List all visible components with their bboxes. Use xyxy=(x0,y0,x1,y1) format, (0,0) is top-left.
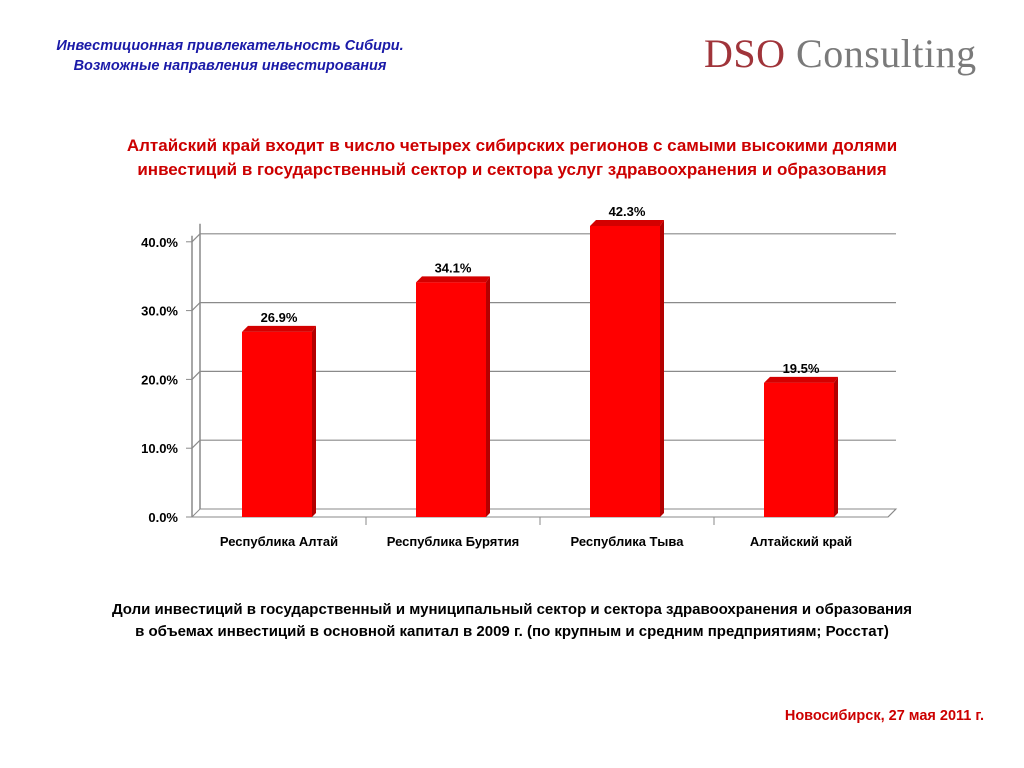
bar-data-label: 34.1% xyxy=(435,260,472,275)
bar xyxy=(416,276,490,517)
bar-side xyxy=(660,219,664,517)
bar-side xyxy=(834,376,838,517)
slide-headline: Алтайский край входит в число четырех си… xyxy=(40,134,984,182)
investment-share-bar-chart: 0.0% 10.0% 20.0% 30.0% 40.0% Республика Алтай… xyxy=(141,204,898,549)
x-category-label: Республика Алтай xyxy=(220,534,338,549)
y-tick-label: 0.0% xyxy=(148,510,178,525)
floor-right-edge xyxy=(887,508,897,518)
chart-bars xyxy=(242,219,838,517)
header-title-line1: Инвестиционная привлекательность Сибири. xyxy=(56,38,404,54)
chart-labels: 0.0% 10.0% 20.0% 30.0% 40.0% Республика Алтай… xyxy=(141,204,852,549)
headline-line2: инвестиций в государственный сектор и се… xyxy=(137,160,887,179)
bar-data-label: 19.5% xyxy=(783,361,820,376)
chart-caption: Доли инвестиций в государственный и муни… xyxy=(40,599,984,643)
y-tick-label: 10.0% xyxy=(141,441,178,456)
bar-top xyxy=(764,376,838,383)
bar-top xyxy=(416,276,490,283)
bar xyxy=(242,325,316,517)
logo-dso-text: DSO xyxy=(704,31,786,76)
bar-side xyxy=(312,325,316,517)
bar-top xyxy=(242,325,316,332)
bar-front xyxy=(590,225,660,517)
bar xyxy=(590,219,664,517)
headline-line1: Алтайский край входит в число четырех си… xyxy=(126,136,898,155)
bar-side xyxy=(486,276,490,517)
y-tick-label: 30.0% xyxy=(141,304,178,319)
logo-consulting-text: Consulting xyxy=(796,31,977,76)
x-category-label: Алтайский край xyxy=(750,534,852,549)
bar-front xyxy=(416,282,486,517)
caption-line2: в объемах инвестиций в основной капитал … xyxy=(135,623,889,640)
bar-front xyxy=(764,382,834,517)
dso-consulting-logo: DSO Consulting xyxy=(704,28,977,80)
y-tick-label: 40.0% xyxy=(141,235,178,250)
bar-data-label: 26.9% xyxy=(261,310,298,325)
header-title: Инвестиционная привлекательность Сибири.… xyxy=(20,36,440,76)
gridline xyxy=(191,233,896,243)
x-category-label: Республика Тыва xyxy=(571,534,685,549)
bar-top xyxy=(590,219,664,226)
header-title-line2: Возможные направления инвестирования xyxy=(73,58,387,74)
footer-date: Новосибирск, 27 мая 2011 г. xyxy=(784,708,984,724)
x-category-label: Республика Бурятия xyxy=(387,534,520,549)
bar-data-label: 42.3% xyxy=(609,204,646,219)
gridline xyxy=(191,302,896,312)
bar-front xyxy=(242,331,312,517)
caption-line1: Доли инвестиций в государственный и муни… xyxy=(111,601,913,618)
y-tick-label: 20.0% xyxy=(141,372,178,387)
bar xyxy=(764,376,838,517)
